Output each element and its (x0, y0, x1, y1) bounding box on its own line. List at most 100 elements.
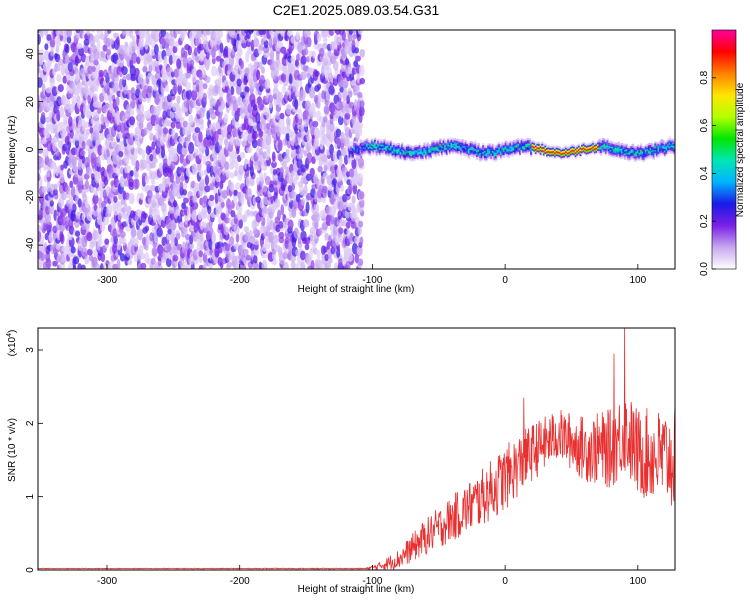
heatmap-cell (413, 146, 417, 150)
heatmap-cell (228, 172, 235, 179)
heatmap-cell (503, 154, 506, 157)
heatmap-cell (660, 140, 663, 143)
heatmap-cell (474, 150, 477, 153)
heatmap-cell (620, 154, 624, 157)
heatmap-cell (383, 148, 386, 152)
heatmap-cell (357, 157, 364, 168)
heatmap-cell (504, 148, 507, 152)
heatmap-cell (630, 145, 633, 148)
heatmap-cell (362, 146, 366, 149)
heatmap-cell (488, 155, 491, 158)
heatmap-cell (386, 152, 389, 155)
heatmap-cell (245, 254, 251, 261)
heatmap-cell (389, 153, 393, 156)
heatmap-cell (362, 148, 366, 151)
heatmap-cell (673, 145, 675, 148)
heatmap-cell (582, 145, 585, 148)
heatmap-cell (211, 65, 218, 77)
heatmap-cell (657, 146, 660, 150)
heatmap-cell (264, 175, 271, 186)
heatmap-cell (624, 151, 627, 154)
heatmap-cell (370, 146, 374, 149)
heatmap-cell (341, 30, 346, 41)
heatmap-cell (338, 155, 343, 167)
heatmap-cell (172, 153, 178, 163)
heatmap-cell (413, 148, 417, 151)
heatmap-cell (428, 147, 431, 150)
heatmap-cell (46, 180, 51, 192)
heatmap-cell (421, 156, 424, 160)
heatmap-cell (509, 140, 512, 144)
heatmap-cell (633, 156, 636, 159)
heatmap-cell (464, 141, 467, 145)
heatmap-cell (274, 198, 281, 209)
heatmap-cell (426, 149, 429, 152)
heatmap-cell (378, 145, 381, 148)
heatmap-cell (436, 145, 439, 148)
heatmap-cell (491, 147, 495, 150)
heatmap-cell (601, 149, 604, 152)
heatmap-cell (624, 144, 627, 147)
heatmap-cell (383, 150, 386, 153)
heatmap-cell (517, 151, 520, 154)
heatmap-cell (112, 228, 118, 240)
heatmap-cell (542, 146, 546, 149)
heatmap-cell (142, 65, 148, 73)
heatmap-cell (632, 145, 635, 148)
heatmap-cell (142, 30, 147, 39)
heatmap-cell (366, 144, 369, 148)
heatmap-cell (354, 147, 358, 150)
heatmap-cell (630, 157, 633, 160)
heatmap-cell (383, 140, 386, 143)
heatmap-cell (39, 48, 44, 56)
heatmap-cell (424, 158, 428, 161)
heatmap-cell (639, 147, 643, 150)
heatmap-cell (539, 154, 542, 157)
heatmap-cell (584, 153, 587, 156)
heatmap-cell (614, 144, 617, 147)
heatmap-cell (660, 147, 663, 150)
heatmap-cell (54, 53, 61, 63)
heatmap-cell (143, 127, 148, 136)
heatmap-cell (542, 144, 546, 148)
heatmap-cell (59, 121, 65, 129)
heatmap-cell (589, 149, 592, 152)
heatmap-cell (538, 146, 541, 150)
heatmap-cell (646, 147, 649, 150)
heatmap-cell (487, 151, 490, 155)
heatmap-cell (574, 156, 577, 159)
heatmap-cell (461, 139, 464, 142)
heatmap-cell (611, 144, 614, 147)
heatmap-cell (479, 159, 482, 162)
heatmap-cell (652, 144, 655, 147)
heatmap-cell (151, 178, 156, 185)
heatmap-cell (549, 152, 552, 155)
heatmap-cell (393, 156, 396, 159)
heatmap-cell (260, 66, 265, 74)
heatmap-cell (198, 117, 204, 125)
heatmap-cell (374, 151, 377, 154)
heatmap-cell (380, 139, 383, 142)
heatmap-cell (611, 149, 614, 152)
heatmap-cell (394, 147, 397, 150)
heatmap-cell (429, 157, 432, 160)
heatmap-cell (439, 138, 442, 141)
heatmap-cell (643, 147, 646, 150)
heatmap-cell (512, 141, 515, 144)
heatmap-cell (353, 144, 356, 147)
heatmap-cell (106, 48, 111, 56)
heatmap-cell (413, 145, 417, 148)
heatmap-cell (557, 150, 560, 154)
heatmap-cell (464, 147, 467, 150)
heatmap-cell (506, 141, 509, 144)
heatmap-cell (549, 149, 552, 152)
heatmap-cell (399, 151, 402, 154)
heatmap-cell (372, 142, 375, 145)
heatmap-cell (469, 152, 472, 155)
heatmap-cell (662, 144, 665, 148)
heatmap-cell (99, 262, 104, 269)
heatmap-cell (493, 159, 496, 162)
heatmap-cell (366, 138, 369, 141)
heatmap-cell (665, 146, 668, 150)
heatmap-cell (417, 154, 420, 157)
